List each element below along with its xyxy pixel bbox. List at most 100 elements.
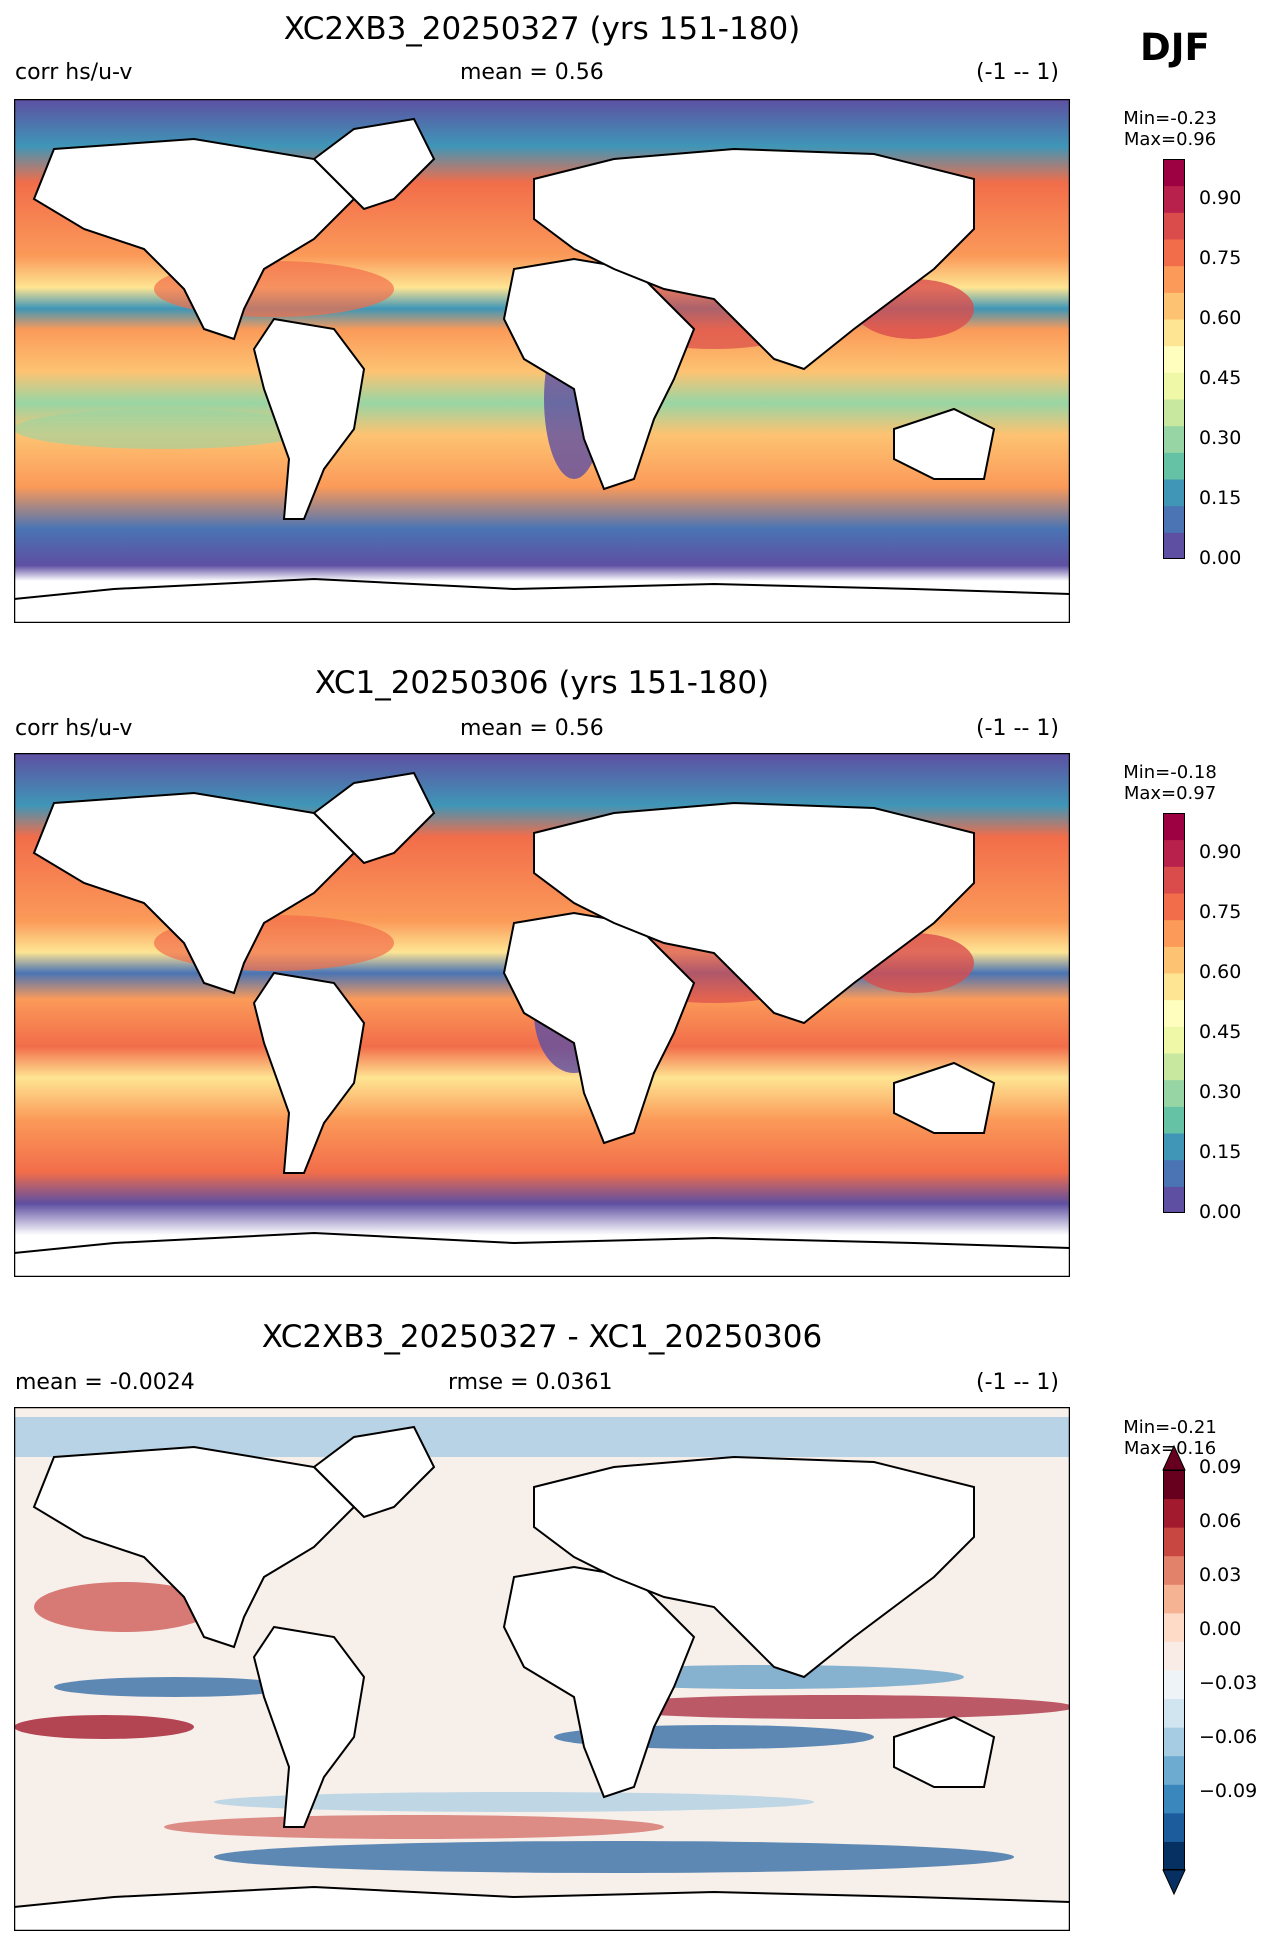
panel-2-tick-1: 0.15 xyxy=(1199,1141,1242,1163)
panel-3-colorbar xyxy=(1162,1444,1186,1896)
panel-3-tick-0: −0.09 xyxy=(1199,1780,1258,1802)
panel-3-map xyxy=(13,1406,1074,1932)
panel-1-tick-4: 0.60 xyxy=(1199,307,1242,329)
panel-2-title: XC1_20250306 (yrs 151-180) xyxy=(314,665,770,701)
panel-2-colorbar-swatch-4 xyxy=(1163,1079,1185,1107)
panel-3-colorbar-swatch-9 xyxy=(1163,1584,1185,1614)
panel-3-colorbar-extend-min xyxy=(1162,1869,1186,1896)
panel-1-colorbar-swatch-8 xyxy=(1163,319,1185,347)
panel-2-tick-2: 0.30 xyxy=(1199,1081,1242,1103)
panel-2-colorbar-swatch-8 xyxy=(1163,973,1185,1001)
panel-1-colorbar-swatch-11 xyxy=(1163,239,1185,267)
panel-2-map-frame xyxy=(13,752,1071,1278)
panel-2-range-label: (-1 -- 1) xyxy=(976,716,1059,741)
panel-2-colorbar-swatch-2 xyxy=(1163,1133,1185,1161)
panel-3-colorbar-swatch-0 xyxy=(1163,1841,1185,1871)
panel-1-land xyxy=(13,117,1071,624)
panel-2-colorbar-swatch-0 xyxy=(1163,1186,1185,1214)
panel-1-left-label: corr hs/u-v xyxy=(15,60,133,85)
panel-1-max-label: Max=0.96 xyxy=(1123,129,1217,150)
panel-2-mean-label: mean = 0.56 xyxy=(460,716,604,741)
panel-1-colorbar-swatch-13 xyxy=(1163,185,1185,213)
panel-2-tick-5: 0.75 xyxy=(1199,901,1242,923)
panel-2-left-label: corr hs/u-v xyxy=(15,716,133,741)
panel-2-colorbar-swatch-9 xyxy=(1163,946,1185,974)
panel-3-colorbar-swatch-2 xyxy=(1163,1784,1185,1814)
panel-1-colorbar-swatch-6 xyxy=(1163,372,1185,400)
panel-3-colorbar-swatch-11 xyxy=(1163,1527,1185,1557)
panel-2-colorbar-swatch-13 xyxy=(1163,839,1185,867)
panel-1-colorbar-swatch-14 xyxy=(1163,159,1185,187)
panel-3-min-label: Min=-0.21 xyxy=(1123,1417,1217,1438)
panel-1-colorbar-swatch-4 xyxy=(1163,425,1185,453)
panel-3-range-label: (-1 -- 1) xyxy=(976,1370,1059,1395)
panel-1-colorbar-swatch-12 xyxy=(1163,212,1185,240)
panel-3-tick-5: 0.06 xyxy=(1199,1510,1242,1532)
panel-1-colorbar-swatch-9 xyxy=(1163,292,1185,320)
panel-1-colorbar-swatch-5 xyxy=(1163,399,1185,427)
panel-2-colorbar-swatch-6 xyxy=(1163,1026,1185,1054)
panel-2-tick-4: 0.60 xyxy=(1199,961,1242,983)
panel-3-colorbar-swatch-6 xyxy=(1163,1670,1185,1700)
panel-3-map-frame xyxy=(13,1406,1071,1932)
panel-3-mean-label: mean = -0.0024 xyxy=(15,1370,195,1395)
panel-1-min-label: Min=-0.23 xyxy=(1123,108,1217,129)
panel-1-colorbar-swatch-2 xyxy=(1163,479,1185,507)
panel-3-tick-4: 0.03 xyxy=(1199,1564,1242,1586)
panel-1-tick-5: 0.75 xyxy=(1199,247,1242,269)
panel-2-colorbar-swatch-7 xyxy=(1163,999,1185,1027)
panel-2-land xyxy=(13,771,1071,1278)
panel-2-colorbar-swatch-5 xyxy=(1163,1053,1185,1081)
panel-1-map xyxy=(13,98,1071,624)
panel-1-map-frame xyxy=(13,98,1071,624)
panel-3-colorbar-swatch-12 xyxy=(1163,1498,1185,1528)
panel-1-colorbar-swatch-10 xyxy=(1163,265,1185,293)
panel-3-max-label: Max=0.16 xyxy=(1123,1438,1217,1459)
panel-1-colorbar-swatch-1 xyxy=(1163,505,1185,533)
panel-2-tick-6: 0.90 xyxy=(1199,841,1242,863)
panel-3-colorbar-swatch-4 xyxy=(1163,1727,1185,1757)
panel-2-colorbar-swatch-10 xyxy=(1163,919,1185,947)
panel-2-colorbar-swatch-12 xyxy=(1163,866,1185,894)
panel-1-colorbar-frame xyxy=(1163,159,1185,559)
panel-2-min-label: Min=-0.18 xyxy=(1123,762,1217,783)
panel-1-tick-0: 0.00 xyxy=(1199,547,1242,569)
panel-3-land xyxy=(13,1425,1071,1932)
panel-3-title: XC2XB3_20250327 - XC1_20250306 xyxy=(261,1319,823,1355)
panel-2-tick-0: 0.00 xyxy=(1199,1201,1242,1223)
panel-3-colorbar-frame xyxy=(1163,1470,1185,1870)
panel-2-colorbar-swatch-3 xyxy=(1163,1106,1185,1134)
panel-2-max-label: Max=0.97 xyxy=(1123,783,1217,804)
panel-1-title: XC2XB3_20250327 (yrs 151-180) xyxy=(283,11,801,47)
season-label: DJF xyxy=(1140,26,1210,69)
panel-2-colorbar-frame xyxy=(1163,813,1185,1213)
panel-1-tick-1: 0.15 xyxy=(1199,487,1242,509)
panel-1-colorbar-swatch-7 xyxy=(1163,345,1185,373)
panel-2-colorbar-swatch-1 xyxy=(1163,1159,1185,1187)
panel-1-tick-6: 0.90 xyxy=(1199,187,1242,209)
panel-2-colorbar-swatch-14 xyxy=(1163,813,1185,841)
panel-3-colorbar-swatch-13 xyxy=(1163,1470,1185,1500)
panel-1-colorbar xyxy=(1163,159,1185,560)
panel-3-tick-2: −0.03 xyxy=(1199,1672,1258,1694)
panel-1-colorbar-swatch-0 xyxy=(1163,532,1185,560)
panel-3-tick-6: 0.09 xyxy=(1199,1456,1242,1478)
panel-1-tick-2: 0.30 xyxy=(1199,427,1242,449)
panel-3-rmse-label: rmse = 0.0361 xyxy=(448,1370,613,1395)
panel-2-colorbar-swatch-11 xyxy=(1163,893,1185,921)
panel-1-colorbar-swatch-3 xyxy=(1163,452,1185,480)
panel-1-mean-label: mean = 0.56 xyxy=(460,60,604,85)
panel-2-tick-3: 0.45 xyxy=(1199,1021,1242,1043)
panel-3-colorbar-swatch-3 xyxy=(1163,1755,1185,1785)
panel-3-tick-3: 0.00 xyxy=(1199,1618,1242,1640)
panel-3-tick-1: −0.06 xyxy=(1199,1726,1258,1748)
panel-3-colorbar-swatch-5 xyxy=(1163,1698,1185,1728)
panel-3-colorbar-swatch-8 xyxy=(1163,1612,1185,1642)
panel-3-colorbar-swatch-7 xyxy=(1163,1641,1185,1671)
panel-2-colorbar xyxy=(1163,813,1185,1214)
panel-3-colorbar-swatch-10 xyxy=(1163,1555,1185,1585)
panel-3-colorbar-swatch-1 xyxy=(1163,1812,1185,1842)
panel-1-tick-3: 0.45 xyxy=(1199,367,1242,389)
panel-2-map xyxy=(13,752,1071,1278)
panel-1-range-label: (-1 -- 1) xyxy=(976,60,1059,85)
